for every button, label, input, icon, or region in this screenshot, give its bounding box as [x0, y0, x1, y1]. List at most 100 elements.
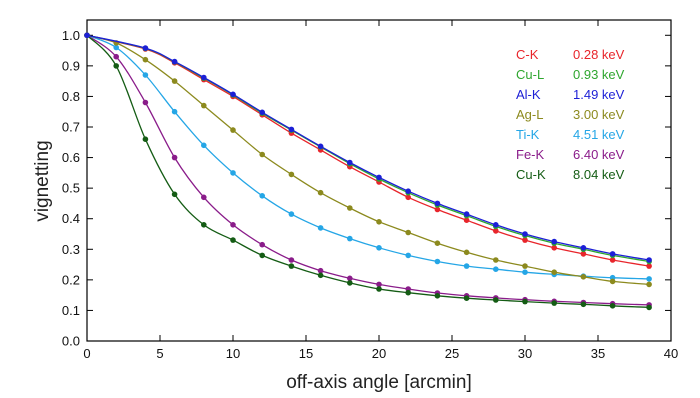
- x-tick-label: 20: [372, 346, 386, 361]
- data-point: [609, 251, 616, 257]
- x-tick-label: 35: [591, 346, 605, 361]
- data-point: [434, 258, 441, 265]
- data-point: [142, 45, 149, 51]
- y-tick-label: 0.1: [62, 303, 80, 318]
- data-point: [434, 240, 441, 246]
- y-tick-label: 0.3: [62, 242, 80, 257]
- data-point: [201, 102, 207, 109]
- legend-energy: 0.93 keV: [573, 67, 625, 82]
- y-tick-label: 0.0: [62, 334, 80, 349]
- data-point: [317, 225, 324, 231]
- series-ti-k: [84, 32, 652, 282]
- data-point: [347, 205, 353, 211]
- data-point: [259, 252, 266, 259]
- data-point: [646, 304, 652, 311]
- data-point: [376, 286, 382, 292]
- x-tick-label: 10: [226, 346, 240, 361]
- x-tick-label: 40: [664, 346, 678, 361]
- data-point: [171, 58, 178, 65]
- y-tick-label: 0.4: [62, 211, 80, 226]
- legend-energy: 6.40 keV: [573, 147, 625, 162]
- series-ag-l: [84, 32, 652, 288]
- legend-energy: 1.49 keV: [573, 87, 625, 102]
- data-point: [522, 298, 528, 305]
- data-point: [142, 99, 149, 106]
- legend-energy: 0.28 keV: [573, 47, 625, 62]
- data-point: [551, 238, 557, 245]
- data-point: [493, 222, 499, 228]
- data-point: [522, 237, 528, 243]
- series-al-k: [84, 32, 652, 263]
- data-point: [493, 228, 499, 234]
- legend-name: Cu-L: [516, 67, 544, 82]
- data-point: [113, 53, 119, 60]
- data-point: [230, 237, 236, 243]
- data-point: [522, 263, 528, 269]
- y-tick-label: 1.0: [62, 28, 80, 43]
- data-point: [646, 257, 652, 263]
- y-tick-label: 0.2: [62, 272, 80, 287]
- data-point: [288, 171, 295, 178]
- data-point: [113, 44, 119, 51]
- data-point: [288, 263, 295, 269]
- y-tick-label: 0.8: [62, 89, 80, 104]
- data-point: [142, 72, 149, 78]
- data-point: [551, 300, 557, 306]
- data-point: [580, 251, 587, 257]
- x-axis-label: off-axis angle [arcmin]: [286, 372, 472, 393]
- data-point: [493, 297, 499, 303]
- data-point: [463, 295, 470, 302]
- series-layer: [84, 32, 652, 311]
- y-tick-label: 0.7: [62, 120, 80, 135]
- y-axis-label: vignetting: [32, 140, 53, 221]
- data-point: [405, 252, 412, 259]
- data-point: [317, 143, 324, 150]
- data-point: [259, 241, 266, 248]
- data-point: [201, 222, 207, 228]
- data-point: [259, 109, 266, 116]
- legend-name: Ag-L: [516, 107, 543, 122]
- legend-energy: 3.00 keV: [573, 107, 625, 122]
- data-point: [288, 126, 295, 133]
- legend-name: Al-K: [516, 87, 541, 102]
- data-point: [609, 278, 616, 285]
- data-point: [317, 189, 324, 196]
- data-point: [493, 257, 499, 263]
- data-point: [171, 78, 178, 84]
- x-tick-label: 0: [83, 346, 90, 361]
- data-point: [347, 275, 353, 282]
- data-point: [434, 200, 441, 207]
- data-point: [113, 63, 119, 69]
- x-tick-label: 25: [445, 346, 459, 361]
- data-point: [551, 269, 557, 276]
- data-point: [347, 159, 353, 166]
- legend-name: C-K: [516, 47, 539, 62]
- legend-energy: 4.51 keV: [573, 127, 625, 142]
- data-point: [317, 267, 324, 274]
- data-point: [376, 174, 382, 181]
- data-point: [201, 74, 207, 81]
- x-tick-label: 15: [299, 346, 313, 361]
- data-point: [259, 193, 266, 199]
- data-point: [463, 211, 470, 217]
- data-point: [288, 211, 295, 217]
- data-point: [434, 293, 441, 299]
- data-point: [84, 32, 90, 39]
- data-point: [376, 219, 382, 225]
- data-point: [171, 108, 178, 115]
- x-tick-label: 5: [156, 346, 163, 361]
- data-point: [646, 281, 652, 288]
- data-point: [522, 231, 528, 237]
- legend-name: Fe-K: [516, 147, 545, 162]
- data-point: [230, 222, 236, 228]
- x-tick-label: 30: [518, 346, 532, 361]
- data-point: [259, 151, 266, 158]
- legend-name: Cu-K: [516, 167, 546, 182]
- data-point: [230, 170, 236, 176]
- data-point: [347, 280, 353, 286]
- data-point: [580, 301, 587, 308]
- data-point: [142, 136, 149, 142]
- data-point: [201, 142, 207, 149]
- data-point: [434, 206, 441, 213]
